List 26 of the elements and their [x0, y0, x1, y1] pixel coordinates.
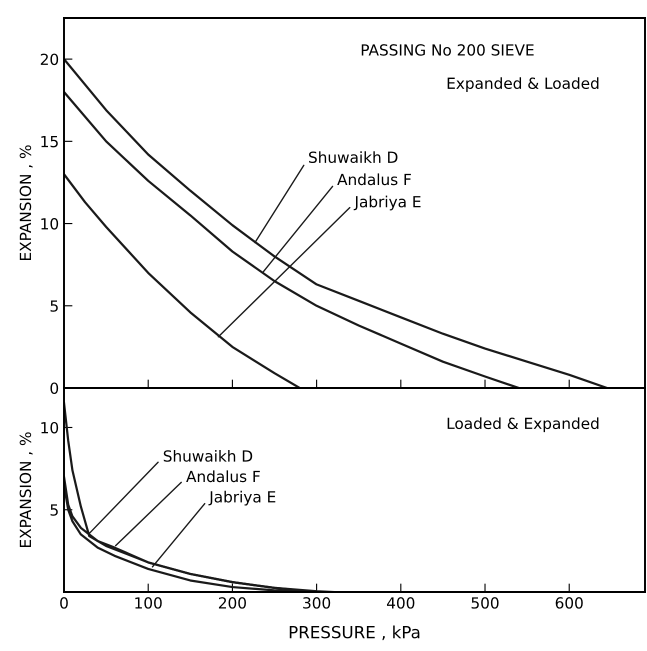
- annotation: Jabriya E: [354, 196, 421, 210]
- x-tick-label: 200: [218, 597, 246, 609]
- y-axis-title: EXPANSION , %: [20, 432, 33, 547]
- y-tick-label: 10: [41, 422, 58, 434]
- annotation: Shuwaikh D: [309, 151, 398, 164]
- x-tick-label: 0: [60, 597, 68, 609]
- y-tick-label: 20: [40, 54, 58, 66]
- text: Loaded & Expanded: [448, 417, 598, 432]
- annotation: Jabriya E: [208, 490, 276, 506]
- x-tick-label: 100: [135, 597, 162, 609]
- y-tick-label: 5: [50, 300, 58, 312]
- annotation: Shuwaikh D: [164, 450, 252, 462]
- text: PASSING No 200 SIEVE: [362, 44, 534, 56]
- y-tick-label: 5: [50, 504, 58, 516]
- annotation: Andalus F: [186, 470, 260, 482]
- y-tick-label: 15: [41, 136, 58, 148]
- text: Expanded & Loaded: [448, 77, 598, 92]
- y-tick-label: 0: [50, 382, 58, 394]
- x-axis-title: PRESSURE , kPa: [290, 626, 420, 640]
- y-axis-title: EXPANSION , %: [20, 145, 33, 260]
- annotation: Andalus F: [337, 173, 411, 186]
- x-tick-label: 600: [556, 597, 583, 609]
- y-tick-label: 10: [41, 218, 58, 230]
- x-tick-label: 300: [303, 597, 330, 609]
- x-tick-label: 500: [472, 597, 499, 609]
- x-tick-label: 400: [386, 597, 414, 609]
